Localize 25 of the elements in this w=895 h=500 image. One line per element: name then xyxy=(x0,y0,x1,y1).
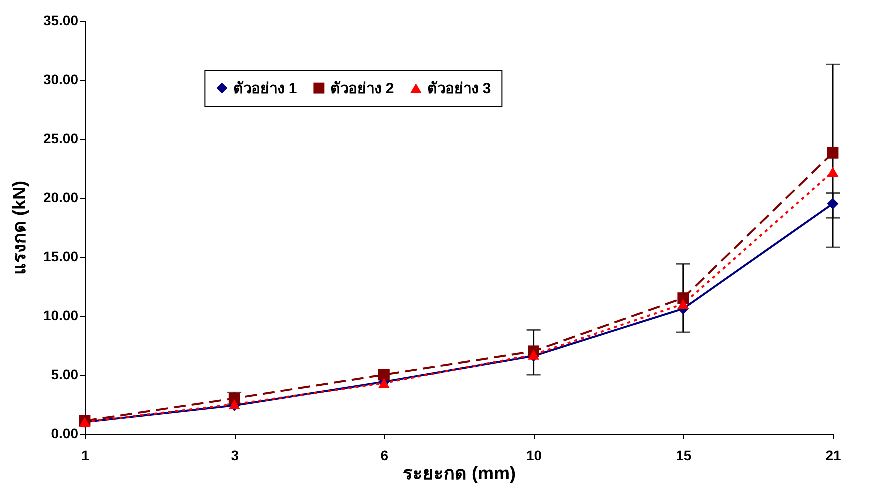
y-tick-label: 15.00 xyxy=(43,248,79,264)
point xyxy=(827,198,839,210)
point xyxy=(678,292,690,304)
x-axis-title: ระยะกด (mm) xyxy=(403,464,516,484)
x-tick-label: 6 xyxy=(380,448,389,464)
legend-label: ตัวอย่าง 2 xyxy=(330,80,394,98)
y-tick-label: 25.00 xyxy=(43,130,79,146)
y-tick-label: 20.00 xyxy=(43,190,79,206)
x-tick-label: 21 xyxy=(826,448,842,464)
x-tick-label: 1 xyxy=(82,448,90,464)
point xyxy=(678,299,690,310)
point xyxy=(827,167,839,177)
legend-label: ตัวอย่าง 1 xyxy=(234,80,298,98)
legend-label: ตัวอย่าง 3 xyxy=(428,80,492,98)
point xyxy=(827,147,839,159)
y-tick-label: 10.00 xyxy=(43,308,79,324)
point xyxy=(378,369,390,381)
y-tick-label: 30.00 xyxy=(43,72,79,88)
y-tick-label: 5.00 xyxy=(51,366,79,382)
x-tick-label: 10 xyxy=(526,448,542,464)
y-tick-label: 35.00 xyxy=(43,12,79,28)
y-tick-label: 0.00 xyxy=(51,426,79,442)
y-axis-title: แรงกด (kN) xyxy=(9,180,30,275)
x-tick-label: 3 xyxy=(231,448,240,464)
x-tick-label: 15 xyxy=(676,448,692,464)
